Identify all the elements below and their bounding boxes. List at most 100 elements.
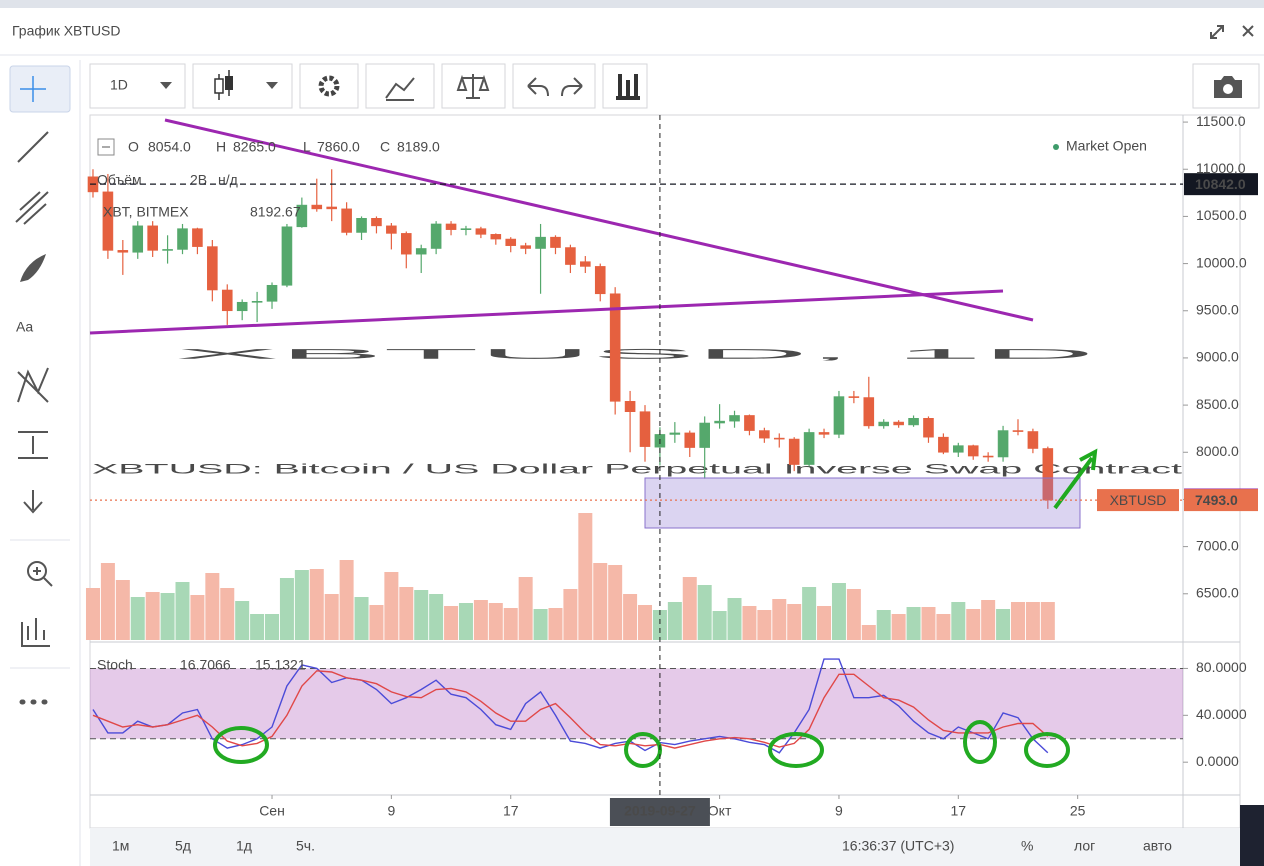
interval-label: 1D — [110, 77, 128, 93]
arrow-tool[interactable] — [23, 490, 43, 514]
volume-bar — [1040, 602, 1055, 640]
stoch-y-tick-label: 40.0000 — [1196, 706, 1247, 722]
range-button[interactable]: 5ч. — [296, 838, 315, 854]
legend-value: 8189.0 — [397, 139, 440, 155]
close-icon[interactable] — [1242, 25, 1254, 37]
candle-body — [356, 218, 367, 233]
drawings-layer — [89, 118, 1098, 768]
candle-body — [565, 247, 576, 265]
text-tool[interactable]: Aa — [16, 319, 33, 335]
measure-tool[interactable] — [18, 431, 48, 459]
candle-body — [923, 418, 934, 438]
candle-body — [386, 225, 397, 234]
volume-bar — [1025, 602, 1040, 640]
x-tick-label: 9 — [387, 803, 395, 819]
compare-icon — [456, 74, 490, 99]
range-button[interactable]: 1д — [236, 838, 252, 854]
interval-button[interactable] — [89, 63, 186, 109]
market-status: Market Open — [1066, 138, 1147, 154]
price-badge — [1184, 489, 1258, 512]
candle-body — [341, 208, 352, 233]
trend-line[interactable] — [164, 118, 1034, 322]
settings-button[interactable] — [299, 63, 359, 109]
volume-bar — [846, 589, 861, 640]
zoom-tool[interactable] — [27, 561, 47, 581]
volume-bar — [951, 602, 966, 640]
candle-body — [803, 432, 815, 465]
clock: 16:36:37 (UTC+3) — [842, 838, 954, 854]
stoch-d-value: 15.1321 — [255, 657, 306, 673]
candle-body — [1012, 430, 1024, 432]
chart-style-button[interactable] — [192, 63, 293, 109]
undo-redo-button[interactable] — [512, 63, 596, 109]
measure-bars-tool[interactable] — [21, 618, 50, 647]
highlight-ellipse[interactable] — [768, 732, 824, 768]
volume-bar — [145, 592, 160, 640]
trend-line[interactable] — [89, 289, 1004, 335]
volume-bar — [205, 573, 220, 640]
candle-body — [729, 415, 740, 422]
volume-bar — [100, 563, 115, 640]
stoch-title: Stoch — [97, 657, 133, 673]
status-dot — [1053, 144, 1059, 150]
highlight-ellipse[interactable] — [213, 726, 269, 764]
expand-icon[interactable] — [1210, 25, 1224, 39]
candle-body — [460, 228, 472, 230]
candle-body — [475, 228, 487, 235]
candle-body — [177, 228, 188, 250]
legend-value: 7860.0 — [317, 139, 360, 155]
pattern-tool[interactable] — [17, 367, 49, 403]
volume-bar — [473, 600, 488, 640]
highlight-ellipse[interactable] — [963, 720, 997, 764]
compare-legend-label: XBT, BITMEX — [103, 204, 189, 220]
candle-body — [251, 301, 263, 303]
legend-label: O — [128, 139, 139, 155]
y-tick-label: 6500.0 — [1196, 584, 1239, 600]
y-tick-label: 10000.0 — [1196, 254, 1247, 270]
undo-icon[interactable] — [527, 77, 549, 97]
candle-body — [266, 284, 278, 302]
volume-bar — [861, 625, 876, 640]
log-toggle[interactable]: лог — [1074, 838, 1095, 854]
candle-body — [848, 396, 860, 398]
volume-bar — [85, 588, 100, 640]
volume-bar — [667, 602, 682, 640]
volume-bar — [608, 565, 623, 640]
volume-bar — [503, 608, 518, 640]
volume-bar — [399, 587, 414, 640]
volume-bar — [354, 597, 369, 640]
volume-bar — [638, 605, 653, 640]
candle-body — [326, 206, 337, 210]
redo-icon[interactable] — [561, 77, 583, 97]
volume-bar — [891, 614, 906, 640]
volume-bar — [652, 610, 667, 640]
symbol-badge — [1097, 489, 1179, 512]
candle-body — [490, 234, 502, 240]
highlight-ellipse[interactable] — [1024, 732, 1070, 768]
watermark: XBTUSD, 1D — [175, 346, 1095, 362]
percent-toggle[interactable]: % — [1021, 838, 1033, 854]
volume-bar — [429, 594, 444, 640]
x-tick-label: Сен — [259, 803, 285, 819]
auto-toggle[interactable]: авто — [1143, 838, 1172, 854]
volume-bar — [458, 603, 473, 640]
range-button[interactable]: 5д — [175, 838, 191, 854]
brush-tool[interactable] — [20, 254, 46, 282]
candle-body — [878, 421, 890, 427]
volume-bar — [324, 594, 339, 640]
range-box[interactable] — [644, 477, 1081, 529]
pitchfork-tool[interactable] — [15, 191, 49, 225]
trendline-tool[interactable] — [17, 131, 49, 163]
corner-widget — [1240, 805, 1264, 866]
volume-bar — [906, 607, 921, 640]
legend-value: 8265.0 — [233, 139, 276, 155]
volume-bar — [190, 595, 205, 640]
bars-button[interactable] — [602, 63, 648, 109]
y-tick-label: 7000.0 — [1196, 537, 1239, 553]
y-tick-label: 8000.0 — [1196, 443, 1239, 459]
range-button[interactable]: 1м — [112, 838, 129, 854]
candle-body — [594, 266, 606, 295]
volume-bar — [175, 582, 190, 640]
